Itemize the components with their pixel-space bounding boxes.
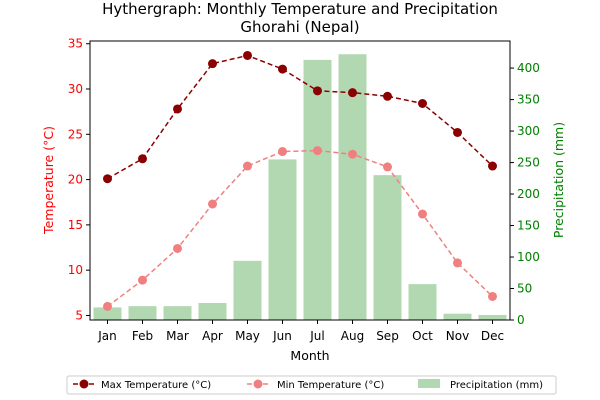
x-tick-label-jan: Jan: [97, 329, 117, 343]
max-temp-point-jan: [103, 174, 112, 184]
max-temp-point-jul: [313, 86, 322, 96]
precip-bar-dec: [478, 314, 507, 320]
min-temp-point-feb: [138, 275, 147, 285]
right-tick-label: 300: [517, 124, 540, 138]
x-tick-label-oct: Oct: [412, 329, 433, 343]
min-temp-point-may: [243, 161, 252, 171]
max-temp-point-dec: [488, 161, 497, 171]
left-tick-label: 20: [68, 173, 83, 187]
min-temp-point-jan: [103, 301, 112, 311]
left-tick-label: 25: [68, 127, 83, 141]
right-tick-label: 0: [517, 313, 525, 327]
max-temp-line: [107, 54, 494, 180]
legend-swatch-precip: [418, 379, 440, 388]
max-temp-point-oct: [418, 99, 427, 109]
right-tick-label: 150: [517, 219, 540, 233]
legend-label-precip: Precipitation (mm): [450, 380, 543, 391]
max-temp-point-jun: [278, 64, 287, 74]
legend-marker-max-temp: [79, 379, 89, 389]
min-temp-point-nov: [453, 258, 462, 268]
min-temp-point-jul: [313, 146, 322, 156]
x-tick-label-mar: Mar: [166, 329, 189, 343]
right-tick-label: 50: [517, 282, 532, 296]
x-tick-label-dec: Dec: [481, 329, 504, 343]
max-temp-point-nov: [453, 127, 462, 137]
bottom-axis: Jan Feb Mar Apr May Jun Jul Aug Sep Oct Nov Dec: [97, 320, 504, 343]
precipitation-bars: [93, 54, 507, 320]
right-tick-label: 200: [517, 187, 540, 201]
min-temp-point-aug: [348, 149, 357, 159]
y-axis-label-right: Precipitation (mm): [551, 122, 566, 238]
precip-bar-aug: [338, 54, 367, 320]
x-tick-label-jul: Jul: [309, 329, 324, 343]
precip-bar-apr: [198, 302, 227, 320]
legend-marker-min-temp: [253, 379, 263, 389]
x-tick-label-nov: Nov: [446, 329, 469, 343]
max-temp-point-mar: [173, 104, 182, 114]
precip-bar-jun: [268, 159, 297, 320]
x-tick-label-sep: Sep: [376, 329, 399, 343]
max-temp-point-may: [243, 50, 252, 60]
right-axis: 0 50 100 150 200 250 300 350 400: [510, 61, 540, 327]
precip-bar-mar: [163, 306, 192, 320]
plot-frame: [89, 40, 511, 321]
precip-bar-jan: [93, 307, 122, 320]
precip-bar-jul: [303, 59, 332, 320]
precip-bar-feb: [128, 306, 157, 320]
precip-bar-may: [233, 260, 262, 320]
precip-bar-oct: [408, 284, 437, 320]
x-tick-label-feb: Feb: [132, 329, 153, 343]
x-tick-label-aug: Aug: [341, 329, 364, 343]
left-tick-label: 35: [68, 37, 83, 51]
legend-label-max-temp: Max Temperature (°C): [101, 380, 211, 391]
min-temp-point-oct: [418, 209, 427, 219]
min-temp-point-sep: [383, 162, 392, 172]
x-axis-label: Month: [290, 348, 329, 363]
left-tick-label: 15: [68, 218, 83, 232]
right-tick-label: 400: [517, 61, 540, 75]
temperature-lines: [103, 50, 497, 311]
right-tick-label: 250: [517, 156, 540, 170]
min-temp-line: [107, 149, 494, 308]
max-temp-point-feb: [138, 154, 147, 164]
left-tick-label: 30: [68, 82, 83, 96]
min-temp-point-apr: [208, 199, 217, 209]
x-tick-label-may: May: [235, 329, 260, 343]
precip-bar-sep: [373, 175, 402, 320]
right-tick-label: 100: [517, 250, 540, 264]
min-temp-point-mar: [173, 243, 182, 253]
max-temp-point-apr: [208, 59, 217, 69]
left-axis: 5 10 15 20 25 30 35: [68, 37, 90, 322]
legend: Max Temperature (°C) Min Temperature (°C…: [66, 375, 557, 395]
chart-title-line1: Hythergraph: Monthly Temperature and Pre…: [102, 0, 498, 18]
max-temp-point-sep: [383, 91, 392, 101]
precip-bar-nov: [443, 313, 472, 320]
x-tick-label-apr: Apr: [202, 329, 223, 343]
chart-title-line2: Ghorahi (Nepal): [240, 18, 359, 36]
legend-label-min-temp: Min Temperature (°C): [277, 380, 384, 391]
x-tick-label-jun: Jun: [272, 329, 292, 343]
min-temp-point-dec: [488, 291, 497, 301]
left-tick-label: 10: [68, 263, 83, 277]
left-tick-label: 5: [75, 308, 83, 322]
right-tick-label: 350: [517, 93, 540, 107]
max-temp-point-aug: [348, 88, 357, 98]
y-axis-label-left: Temperature (°C): [41, 126, 56, 235]
min-temp-point-jun: [278, 147, 287, 157]
